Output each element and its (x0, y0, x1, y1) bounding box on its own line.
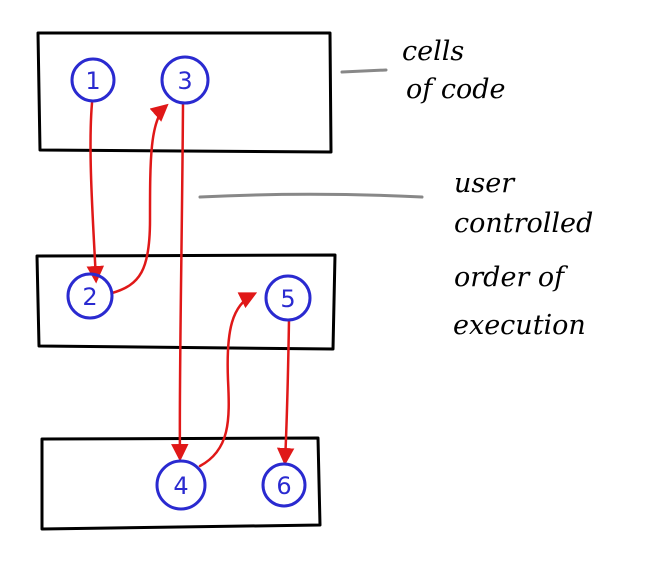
middle-cell-box (35, 253, 337, 351)
arrow-2-to-3 (110, 103, 169, 295)
node-5: 5 (264, 274, 312, 322)
order-annotation-line2: controlled (454, 208, 593, 239)
svg-text:4: 4 (173, 472, 188, 500)
cells-annotation-line2: of code (406, 74, 505, 105)
order-leader-line (198, 192, 424, 199)
arrow-4-to-5 (198, 292, 258, 468)
cells-leader-line (340, 68, 388, 74)
svg-text:6: 6 (276, 472, 291, 500)
svg-text:1: 1 (85, 67, 100, 95)
order-annotation-line1: user (454, 168, 516, 199)
arrow-3-to-4 (171, 102, 189, 462)
arrow-5-to-6 (276, 318, 295, 466)
node-2: 2 (66, 272, 114, 320)
bottom-cell-box (40, 436, 322, 531)
cells-annotation-line1: cells (402, 36, 464, 67)
svg-text:3: 3 (177, 67, 192, 95)
order-annotation-line4: execution (453, 310, 586, 341)
top-cell-box (36, 31, 333, 154)
arrow-1-to-2 (86, 101, 105, 284)
svg-text:2: 2 (82, 283, 97, 311)
node-1: 1 (70, 57, 116, 103)
node-4: 4 (155, 459, 207, 511)
node-3: 3 (160, 55, 210, 105)
node-6: 6 (261, 462, 307, 508)
svg-text:5: 5 (280, 285, 295, 313)
order-annotation-line3: order of (454, 262, 568, 293)
